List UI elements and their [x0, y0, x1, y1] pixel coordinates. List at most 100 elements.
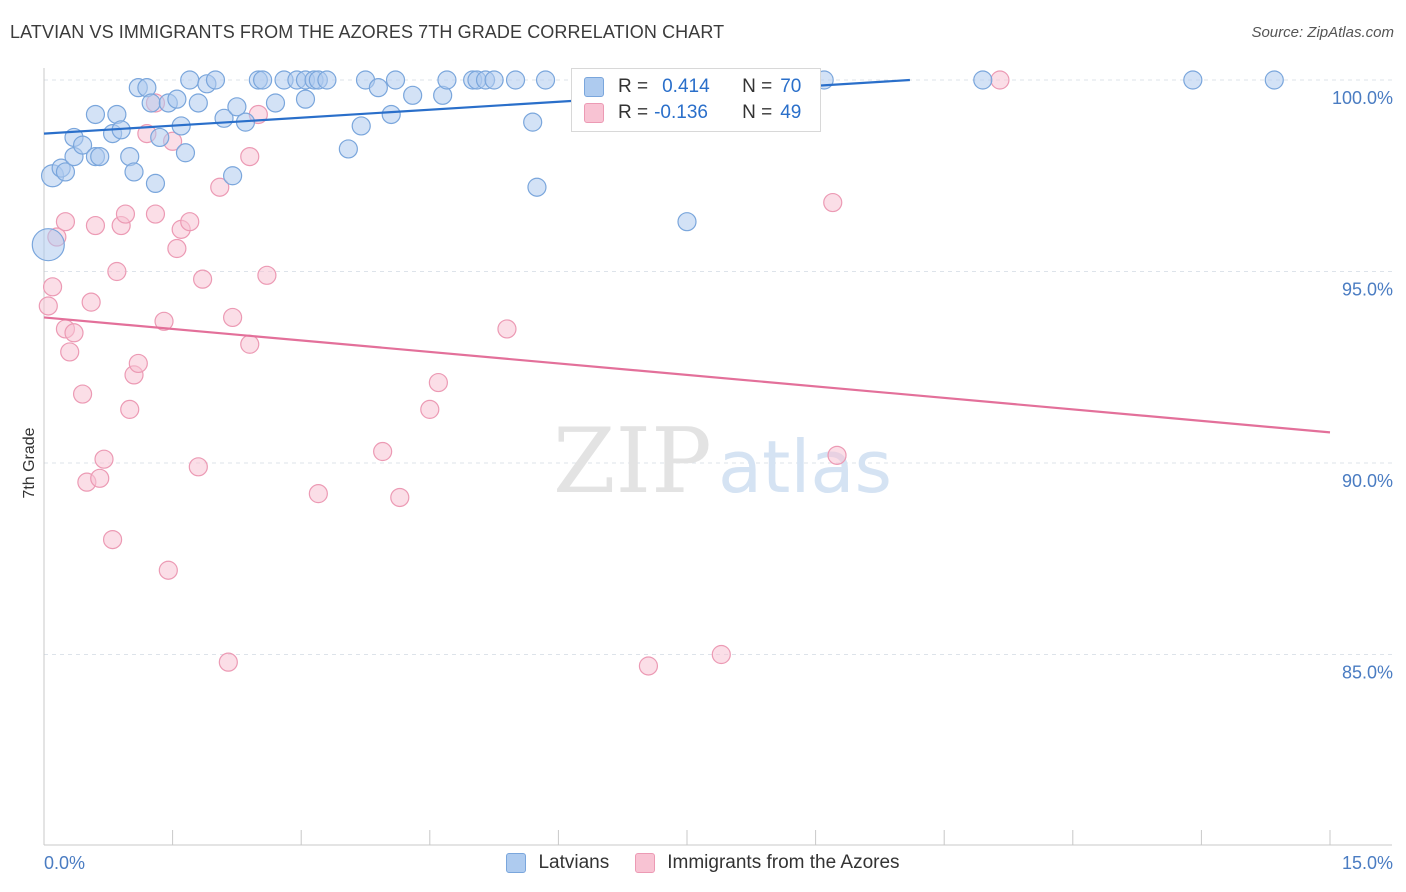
data-point [223, 307, 243, 328]
source-label: Source: ZipAtlas.com [1251, 24, 1394, 41]
y-tick-labels: 100.0% 95.0% 90.0% 85.0% [1332, 88, 1393, 683]
data-point [81, 292, 101, 312]
chart-title: LATVIAN VS IMMIGRANTS FROM THE AZORES 7T… [10, 22, 725, 42]
y-tick-label: 95.0% [1342, 280, 1393, 300]
data-point [205, 70, 226, 90]
data-point [141, 93, 161, 113]
legend-swatch-blue [584, 77, 604, 97]
data-point [42, 277, 63, 297]
data-point [167, 238, 187, 259]
data-point [188, 93, 208, 113]
data-point [188, 457, 208, 477]
data-point [523, 112, 543, 132]
data-point [55, 212, 76, 232]
data-point [437, 70, 457, 90]
data-point [295, 89, 316, 109]
data-point [115, 204, 136, 224]
x-tick-labels: 0.0% 15.0% [44, 853, 1393, 873]
legend-n-label: N = [742, 102, 773, 123]
data-point [368, 78, 388, 98]
data-point [711, 644, 731, 665]
data-point [72, 135, 93, 155]
data-point [373, 441, 393, 462]
data-point [107, 261, 127, 282]
data-point [55, 162, 76, 182]
data-point [90, 147, 110, 167]
data-point [223, 166, 243, 186]
watermark-zip: ZIP [553, 409, 712, 514]
data-point [385, 70, 406, 90]
data-point [317, 70, 337, 90]
data-point [38, 296, 58, 316]
legend-r-label: R = [618, 76, 649, 97]
legend-item-azores: Immigrants from the Azores [635, 852, 900, 874]
data-point [150, 127, 170, 148]
data-point [180, 70, 200, 90]
legend-r-value: 0.414 [662, 76, 710, 97]
data-point [240, 147, 260, 167]
legend-r-label: R = [618, 102, 649, 123]
data-point [823, 192, 843, 213]
trend-line-azores [43, 316, 1331, 434]
data-point [990, 70, 1010, 90]
data-point [240, 334, 260, 354]
data-point [102, 529, 123, 550]
data-point [167, 89, 187, 109]
data-point [120, 399, 140, 419]
y-tick-label: 85.0% [1342, 663, 1393, 683]
x-tick-label: 0.0% [44, 853, 85, 873]
data-point [158, 560, 178, 580]
data-point [308, 484, 328, 504]
data-point [180, 212, 200, 232]
legend-n-value: 49 [780, 102, 802, 123]
data-point [265, 93, 286, 113]
data-point [145, 173, 166, 194]
legend-row-latvians: R = 0.414 N = 70 [584, 75, 801, 99]
data-point [218, 652, 238, 672]
y-axis-title: 7th Grade [21, 427, 38, 498]
data-point [497, 319, 517, 339]
data-point [638, 656, 659, 676]
legend-stats: R = 0.414 N = 70 R = -0.136 N = 49 [571, 68, 821, 132]
legend-r-value: -0.136 [654, 102, 708, 123]
data-point [124, 162, 144, 182]
data-point [257, 265, 277, 285]
data-point [193, 269, 213, 289]
data-point [72, 384, 93, 404]
legend-swatch-pink [635, 853, 656, 873]
x-tick-label: 15.0% [1342, 853, 1393, 873]
data-point [1183, 70, 1203, 90]
data-point [973, 70, 993, 90]
data-point [484, 70, 504, 90]
legend-n-value: 70 [780, 76, 802, 97]
legend-row-azores: R = -0.136 N = 49 [584, 101, 801, 125]
data-point [827, 445, 847, 465]
data-point [351, 116, 371, 136]
legend-swatch-blue [506, 853, 527, 873]
legend-label-azores: Immigrants from the Azores [667, 852, 900, 873]
legend-swatch-pink [584, 103, 604, 123]
data-point [390, 487, 410, 508]
data-point [428, 372, 448, 393]
data-point [677, 212, 697, 232]
series-azores [38, 70, 1010, 676]
grid-lines [44, 79, 1392, 655]
y-tick-label: 90.0% [1342, 471, 1393, 491]
data-point [527, 177, 547, 197]
data-point [227, 97, 247, 117]
data-point [64, 323, 84, 343]
watermark-atlas: atlas [718, 425, 892, 509]
data-point [1264, 70, 1284, 90]
data-point [85, 104, 106, 125]
series-latvians [31, 70, 1284, 262]
legend-item-latvians: Latvians [506, 852, 609, 874]
data-point [154, 311, 174, 331]
legend-n-label: N = [742, 76, 773, 97]
trend-lines [43, 78, 1331, 434]
data-point [145, 204, 166, 224]
data-point [420, 399, 440, 419]
data-point [210, 177, 230, 197]
legend-series: Latvians Immigrants from the Azores [0, 852, 1406, 874]
data-point [60, 342, 80, 362]
